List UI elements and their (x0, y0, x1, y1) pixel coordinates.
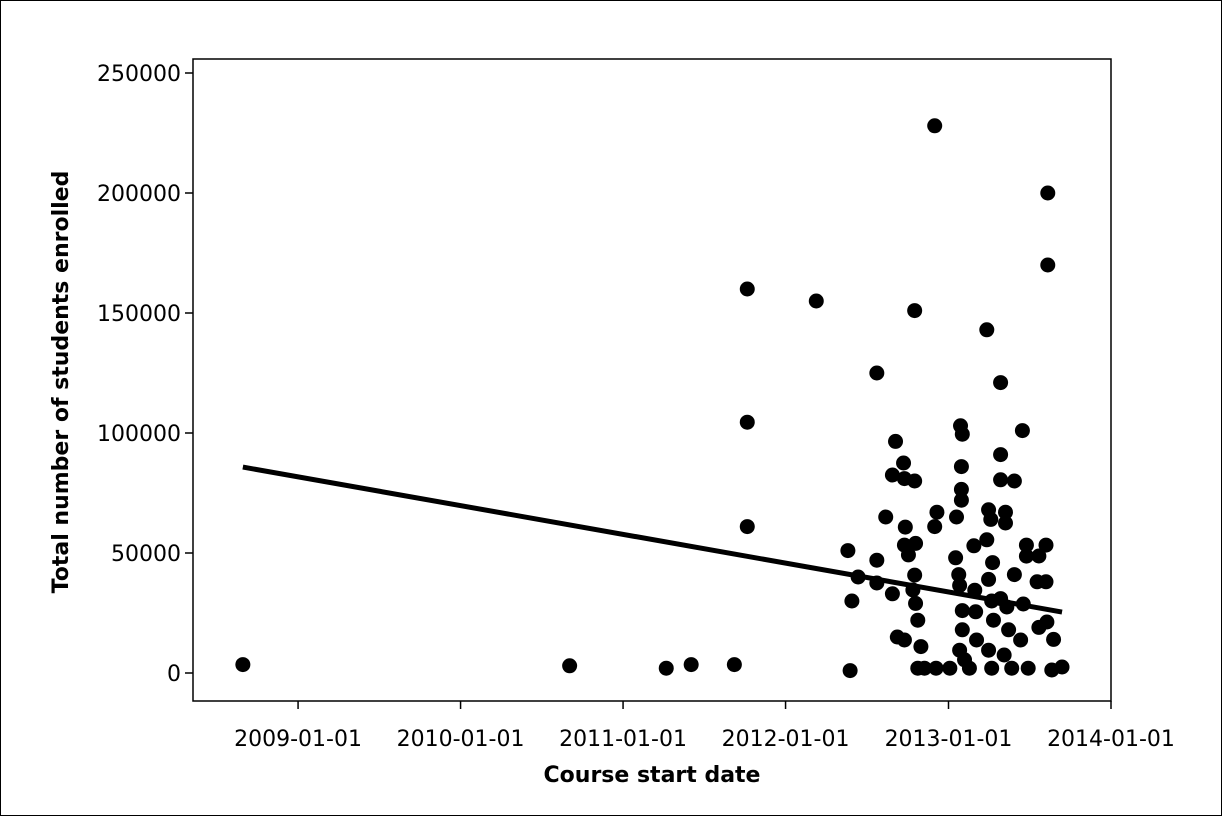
point (1038, 574, 1054, 590)
point (658, 660, 674, 676)
x-tick-label: 2011-01-01 (559, 727, 687, 752)
point (993, 375, 1009, 391)
point (884, 467, 900, 483)
x-tick-label: 2013-01-01 (885, 727, 1013, 752)
point (968, 604, 984, 620)
point (878, 509, 894, 525)
point (739, 519, 755, 535)
point (908, 595, 924, 611)
point (916, 660, 932, 676)
point (979, 322, 995, 338)
point (908, 535, 924, 551)
point (997, 504, 1013, 520)
point (907, 473, 923, 489)
point (966, 538, 982, 554)
point (1004, 660, 1020, 676)
y-axis-title: Total number of students enrolled (49, 171, 74, 594)
point (1046, 631, 1062, 647)
point (985, 612, 1001, 628)
point (1018, 537, 1034, 553)
point (913, 639, 929, 655)
point (869, 552, 885, 568)
x-tick-label: 2010-01-01 (397, 727, 525, 752)
point (928, 660, 944, 676)
y-tick-label: 50000 (111, 542, 181, 567)
point (1039, 614, 1055, 630)
point (969, 632, 985, 648)
point (808, 293, 824, 309)
point (1006, 473, 1022, 489)
point (948, 550, 964, 566)
point (954, 426, 970, 442)
y-tick-label: 150000 (97, 302, 181, 327)
point (1040, 185, 1056, 201)
x-tick-label: 2009-01-01 (234, 727, 362, 752)
point (726, 657, 742, 673)
point (235, 657, 251, 673)
point (984, 660, 1000, 676)
y-tick-label: 100000 (97, 422, 181, 447)
point (952, 577, 968, 593)
point (1006, 567, 1022, 583)
point (1001, 622, 1017, 638)
point (942, 660, 958, 676)
point (683, 657, 699, 673)
point (981, 642, 997, 658)
point (1014, 423, 1030, 439)
point (896, 632, 912, 648)
point (907, 567, 923, 583)
x-tick-label: 2014-01-01 (1047, 727, 1175, 752)
point (739, 414, 755, 430)
trend-line (242, 464, 1063, 615)
point (953, 459, 969, 475)
point (981, 571, 997, 587)
y-tick-label: 200000 (97, 182, 181, 207)
point (927, 118, 943, 134)
point (884, 586, 900, 602)
point (979, 532, 995, 548)
x-axis-title: Course start date (544, 763, 761, 788)
point (927, 519, 943, 535)
point (900, 547, 916, 563)
point (1054, 659, 1070, 675)
point (961, 660, 977, 676)
point (907, 303, 923, 319)
point (1018, 548, 1034, 564)
point (844, 593, 860, 609)
point (888, 433, 904, 449)
point (993, 447, 1009, 463)
point (953, 481, 969, 497)
point (953, 492, 969, 508)
point (996, 647, 1012, 663)
plot-area (192, 58, 1112, 702)
point (840, 543, 856, 559)
point (1013, 632, 1029, 648)
point (954, 603, 970, 619)
point (985, 555, 1001, 571)
x-tick-label: 2012-01-01 (722, 727, 850, 752)
point (897, 519, 913, 535)
point (739, 281, 755, 297)
point (1040, 257, 1056, 273)
y-tick-label: 250000 (97, 62, 181, 87)
point (949, 509, 965, 525)
point (951, 567, 967, 583)
point (869, 365, 885, 381)
point (910, 612, 926, 628)
point (929, 504, 945, 520)
point (954, 622, 970, 638)
point (993, 472, 1009, 488)
point (896, 455, 912, 471)
y-tick-label: 0 (167, 662, 181, 687)
point (997, 515, 1013, 531)
point (1020, 660, 1036, 676)
point (562, 658, 578, 674)
point (842, 663, 858, 679)
point (1031, 548, 1047, 564)
point (983, 511, 999, 527)
point (1038, 537, 1054, 553)
